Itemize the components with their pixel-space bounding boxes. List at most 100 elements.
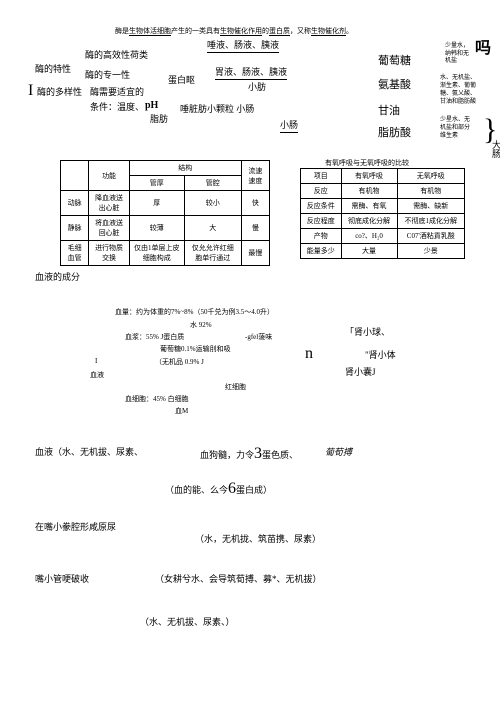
blood-title: 血液的成分 [35,270,80,283]
fluids-1: 唾液、肠液、胰液 [207,38,279,53]
fluids-2: 胃液、肠液、胰液 [215,65,287,80]
enzyme-d: 酶需要适宜的 [90,85,144,98]
rt-r3a: 反应程度 [301,214,342,229]
blood-l1: 血量：约为体重的7%~8%（50千兑为例3.5～4.0升） [115,307,274,317]
vt-r1c: 厚 [129,191,184,216]
vessel-table: 功能 结构 流速速度 管厚 管腔 动脉 降血液送出心脏 厚 较小 快 静脉 将血… [60,160,270,266]
hs-d: 生物催化作用 [220,27,262,36]
p1b-wrap: 血狗髓，力令3蛋色质、 [200,445,298,463]
blood-l2: 水 92% [190,320,212,330]
vt-h2a: 结构 [129,161,241,176]
rt-r2c: 需酶、缺新 [397,199,464,214]
dachang: 大肠 [490,140,500,158]
p4: 嘴小管哽破收 [35,572,89,585]
rt-r3b: 彻底成化分解 [341,214,397,229]
p5: （水、无机拔、尿素、） [140,615,235,628]
p1c: 3 [254,445,262,462]
p3b: （水，无机拢、筑苗携、尿素） [195,532,321,545]
prod-4: 脂肪酸 [378,124,411,140]
vt-h1: 功能 [89,161,130,191]
vt-r3a: 毛细血管 [61,241,89,266]
blood-l4: 葡萄糖0.1%运输刖和吸 [160,344,231,354]
p2c: 蛋白成） [236,485,272,495]
prod-3: 甘油 [378,102,400,118]
kid-1: 「肾小球、 [345,325,390,338]
enzyme-c: 酶的多样性 [37,85,82,98]
p1b: 血狗髓，力令 [200,450,254,460]
kid-2: "肾小体 [365,348,396,361]
fluids-3: 小肪 [248,80,266,93]
vt-s1: 管厚 [129,176,184,191]
enzyme-trait: 酶的特性 [35,62,71,75]
blood-l5: （无机品 0.9% J [155,357,204,367]
kid-3: 肾小囊J [345,365,376,378]
rt-r1a: 反应 [301,184,342,199]
blood-I: I [95,357,97,365]
vt-r1d: 较小 [184,191,241,216]
vt-r1b: 降血液送出心脏 [89,191,130,216]
blood-l9: 血M [175,406,188,416]
prod-1: 葡萄糖 [378,52,411,68]
enzyme-a: 酶的高效性荷类 [85,48,148,61]
header-sentence: 酶是生物体活细胞产生的一类具有生物催化作用的蛋白质，又称生物催化剂。 [115,26,353,36]
topright-2: 吗 [475,34,491,58]
vt-r3c: 仅由1单层上皮细胞构成 [129,241,184,266]
rs4: 甘油和脂肪酸 [440,96,476,105]
kid-n: n [305,345,313,363]
vt-r1e: 快 [241,191,269,216]
p2b: 6 [228,480,236,497]
rt-r1b: 有机物 [341,184,397,199]
vt-r3d: 仅允允许红细胞单行通过 [184,241,241,266]
rt-r3c: 不彻底1成化分解 [397,214,464,229]
hs-c: 产生的一类具有 [171,27,220,35]
rt-r4a: 产物 [301,229,342,244]
p1a: 血液（水、无机拔、尿素、 [35,447,143,457]
resp-title: 有氧呼吸与无氧呼吸的比较 [325,158,409,168]
vt-r3e: 最慢 [241,241,269,266]
protein: 蛋白眍 [168,73,195,86]
rt-r4b: co?、H₂0 [341,229,397,244]
p1e: 葡荀搏 [325,445,352,458]
fat: 脂肪 [150,112,168,125]
vt-r2b: 将血液送回心脏 [89,216,130,241]
enzyme-ba: 酶的专一性 [85,68,130,81]
blood-l8: 血细胞：45% 白细胞 [125,394,189,404]
enzyme-I: I [28,82,33,100]
blood-l3: 血浆：55% J蛋白质 [125,332,184,342]
vt-r2e: 慢 [241,216,269,241]
p1d: 蛋色质、 [262,450,298,460]
rt-r4c: C07'酒粘貢乳酸 [397,229,464,244]
vt-r2d: 大 [184,216,241,241]
rt-r5a: 能量多少 [301,244,342,259]
vt-s2: 管腔 [184,176,241,191]
rt-h1: 有氧呼吸 [341,169,397,184]
rt-r5c: 少景 [397,244,464,259]
topright-4: 机盐 [445,55,457,64]
p1: 血液（水、无机拔、尿素、 [35,445,143,458]
enzyme-ph: pH [145,100,158,111]
fluids-g2: 小肠 [280,118,298,133]
vt-r3b: 进行物质交换 [89,241,130,266]
rt-r2a: 反应条件 [301,199,342,214]
p2-wrap: （血的能、么今6蛋白成） [165,480,272,498]
hs-b: 生物体活细胞 [129,27,171,36]
p4b: （女耕兮水、会导筑荀搏、募*、无机拔） [155,572,322,585]
vt-h3: 流速速度 [241,161,269,191]
vt-r1a: 动脉 [61,191,89,216]
blood-l7: 红细胞 [225,382,246,392]
hs-a: 酶是 [115,27,129,35]
rs7: 维生素 [440,130,458,139]
enzyme-e: 条件：温度、 [90,100,144,113]
rt-h0: 项目 [301,169,342,184]
vt-r2a: 静脉 [61,216,89,241]
p3: 在嘴小豢腔形咸原尿 [35,520,116,533]
blood-l3b: -gfel蔆味 [245,332,272,342]
hs-e: 的 [262,27,269,35]
vt-r2c: 较薄 [129,216,184,241]
rt-r1c: 有机物 [397,184,464,199]
p2a: （血的能、么今 [165,485,228,495]
hs-g: ，又称 [290,27,311,35]
rt-r5b: 大量 [341,244,397,259]
rt-r2b: 需酶、有氧 [341,199,397,214]
hs-f: 蛋白质 [269,27,290,36]
